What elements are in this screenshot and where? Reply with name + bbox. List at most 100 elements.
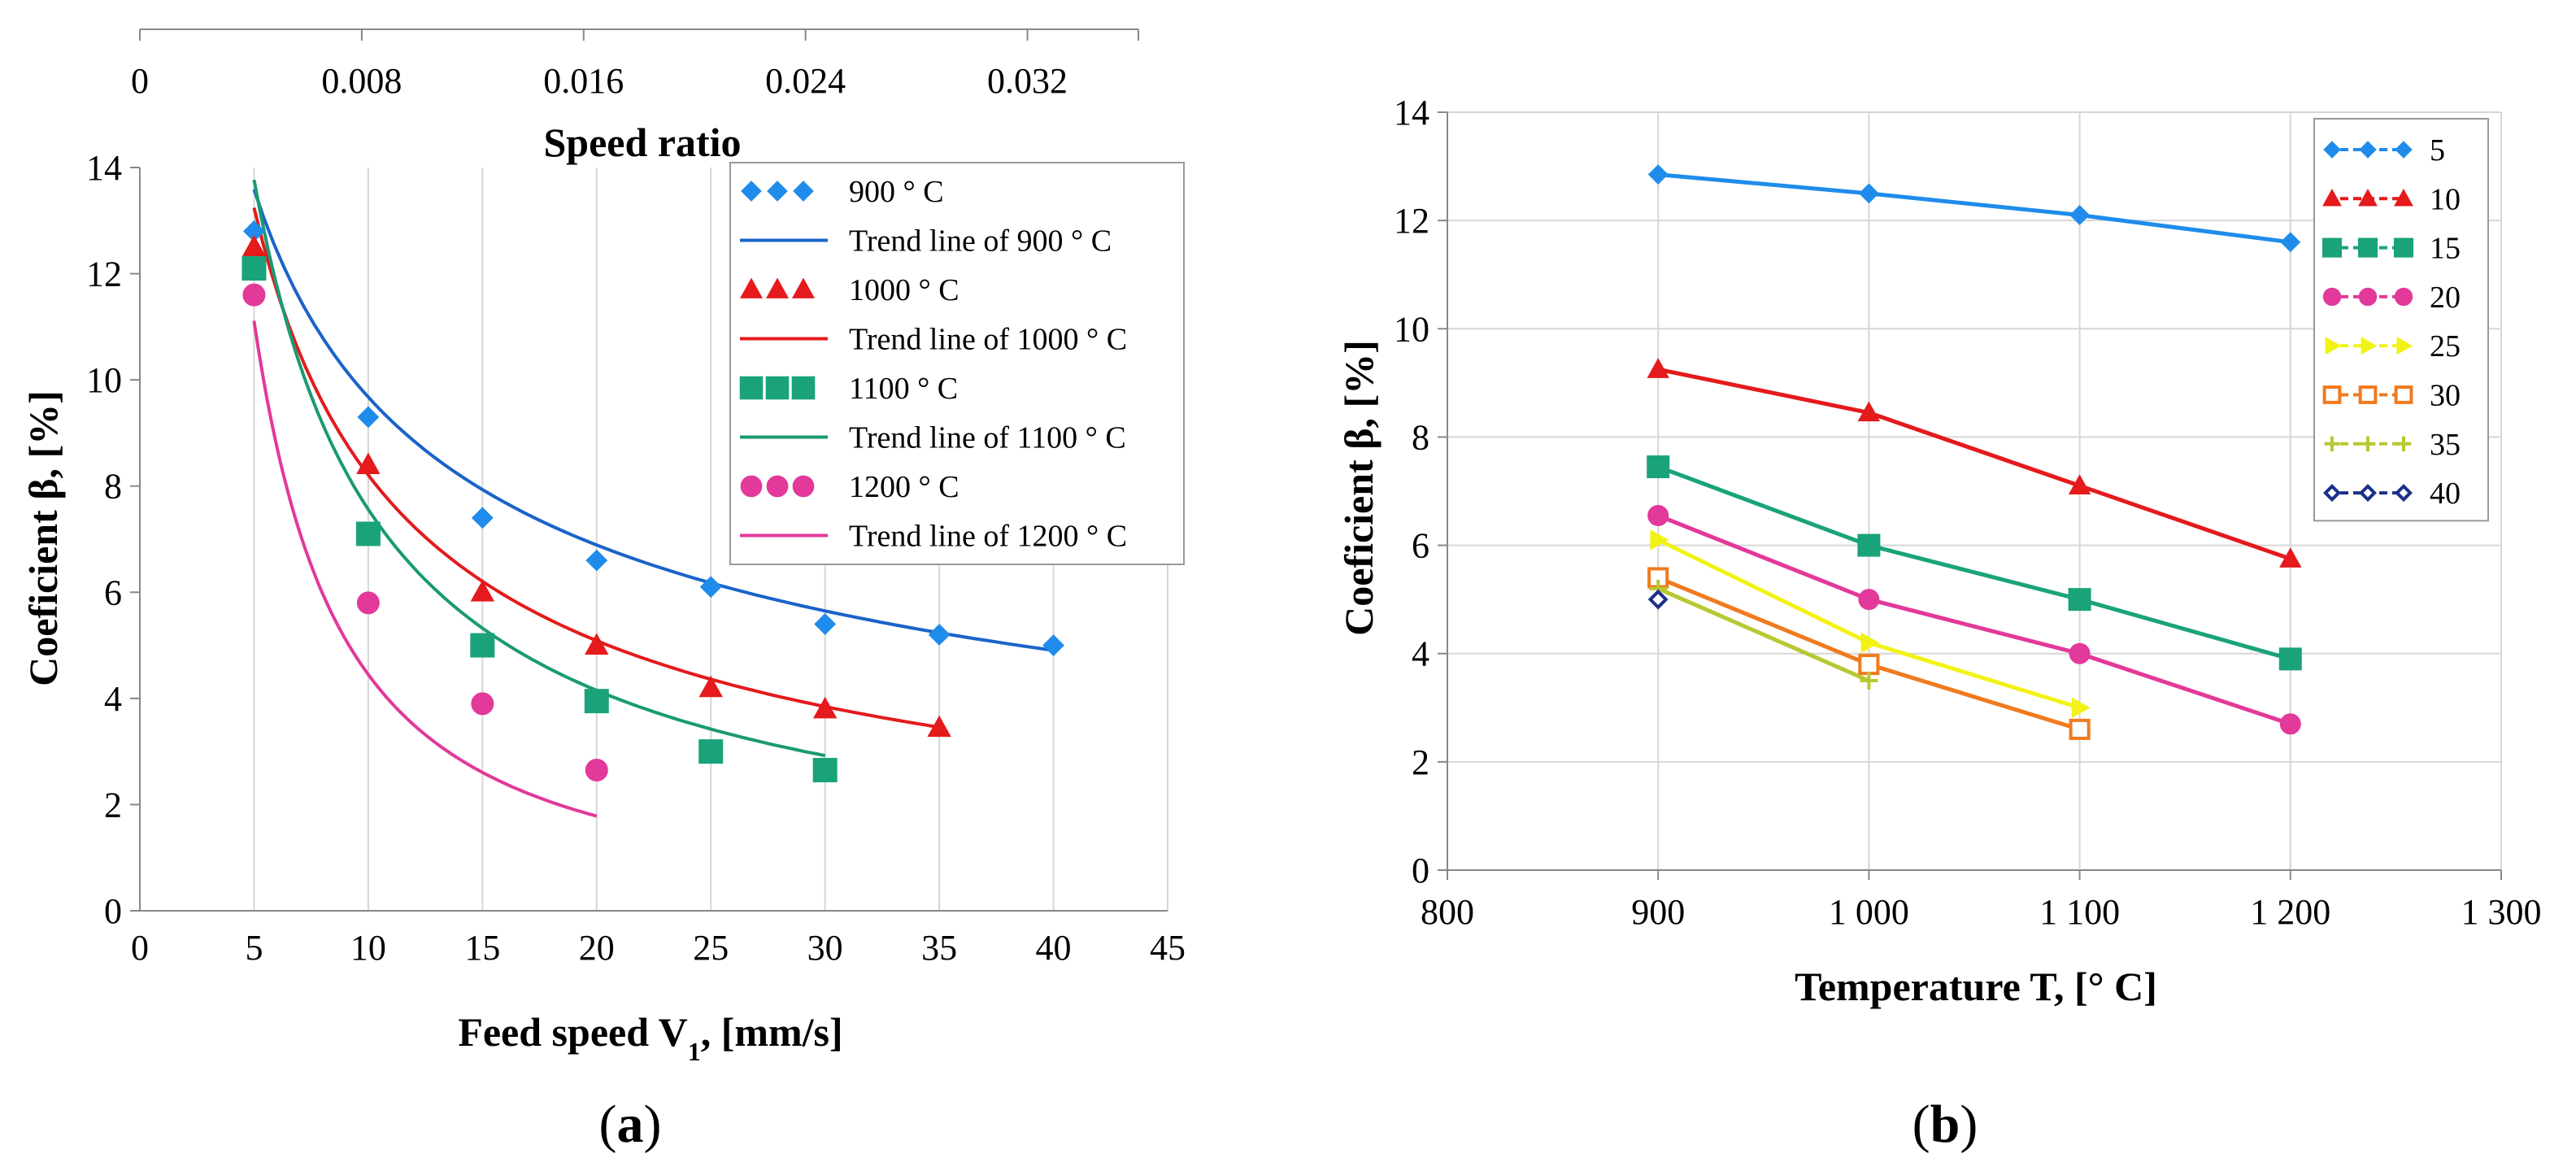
chart-b-legend-label: 40 <box>2430 477 2461 511</box>
chart-b-data-point <box>1647 455 1670 479</box>
chart-b-series-line <box>1657 464 2291 661</box>
chart-b-legend-marker <box>2361 337 2378 355</box>
chart-a-x-tick-label: 25 <box>693 928 729 968</box>
chart-a-trend-line <box>252 179 826 758</box>
chart-b-y-axis-title: Coeficient β, [%] <box>1336 340 1382 636</box>
chart-b-legend-marker <box>2395 141 2413 159</box>
chart-b-legend-marker <box>2359 484 2377 503</box>
chart-b-legend-marker <box>2358 189 2378 207</box>
chart-a-legend-marker <box>739 376 764 400</box>
chart-a-data-point <box>585 633 609 655</box>
chart-a-data-point <box>584 689 609 714</box>
chart-b-legend-label: 10 <box>2430 182 2461 216</box>
chart-a-data-point <box>471 507 494 529</box>
chart-a-legend-label: 1100 ° C <box>849 372 958 406</box>
chart-a-y-tick-label: 14 <box>86 148 122 188</box>
chart-b-data-point <box>1650 529 1669 551</box>
chart-b-data-point <box>2278 647 2302 671</box>
chart-b-data-point <box>1857 401 1881 422</box>
chart-a-legend-marker <box>767 181 788 202</box>
chart-a-legend-label: Trend line of 1200 ° C <box>849 520 1127 554</box>
chart-a-data-point <box>928 624 951 646</box>
chart-a-legend-box <box>729 162 1185 565</box>
chart-b-series-line <box>1657 172 2291 245</box>
chart-a-top-tick-label: 0 <box>131 61 149 101</box>
chart-a-top-tick-label: 0.024 <box>765 61 846 101</box>
chart-a-data-point <box>927 715 951 738</box>
chart-a-data-point <box>814 613 837 635</box>
chart-a-data-point <box>355 521 381 546</box>
chart-b-data-point <box>2068 588 2091 612</box>
chart-b-data-point <box>2280 232 2301 253</box>
chart-a-data-points <box>242 220 1064 782</box>
chart-b-data-point <box>1858 653 1880 676</box>
chart-b-legend-label: 20 <box>2430 281 2461 315</box>
chart-a-data-point <box>356 591 380 615</box>
chart-b-data-point <box>2068 474 2091 494</box>
chart-a-data-point <box>699 576 722 599</box>
chart-b-legend-marker <box>2394 385 2413 404</box>
chart-a-y-tick-label: 12 <box>86 255 122 294</box>
chart-b-legend-marker <box>2393 237 2414 258</box>
chart-a-legend-marker <box>791 277 816 298</box>
chart-a-x-tick-label: 10 <box>350 928 386 968</box>
chart-b-legend-marker <box>2322 189 2342 207</box>
chart-a-y-tick-label: 8 <box>104 467 122 507</box>
chart-b-data-point <box>2279 547 2302 568</box>
chart-b-data-point <box>1647 164 1669 185</box>
chart-a-y-tick-label: 4 <box>104 679 122 719</box>
chart-b-data-point <box>2069 642 2091 664</box>
chart-b-series-lines <box>1657 172 2291 732</box>
chart-a-legend: 900 ° C Trend line of 900 ° C 1000 ° C Tren… <box>729 162 1185 565</box>
chart-a-legend-marker <box>766 475 789 498</box>
chart-a-legend-label: Trend line of 900 ° C <box>849 224 1112 259</box>
chart-a-trend-line <box>252 189 1054 652</box>
chart-b-y-tick-label: 12 <box>1394 201 1429 241</box>
chart-b-data-point <box>1647 504 1669 526</box>
chart-b-legend-marker <box>2324 436 2340 452</box>
chart-b-y-tick-label: 6 <box>1412 526 1429 566</box>
chart-a-x-axis-title: Feed speed V1, [mm/s] <box>458 1009 842 1066</box>
chart-a-data-point <box>698 675 723 698</box>
chart-b-series-line <box>1657 367 2291 561</box>
chart-a-axes <box>130 28 1168 912</box>
chart-b-data-point <box>1860 672 1878 690</box>
chart-a-top-tick-label: 0.032 <box>987 61 1068 101</box>
chart-b-legend: 5 10 15 20 25 30 35 40 <box>2313 118 2489 522</box>
chart-a-data-point <box>812 696 838 719</box>
chart-a-legend-label: 1000 ° C <box>849 273 959 307</box>
chart-a-data-point <box>471 692 494 716</box>
chart-a-data-point <box>812 757 838 782</box>
chart-b-x-tick-label: 1 100 <box>2039 892 2120 932</box>
chart-b-y-tick-label: 10 <box>1394 309 1429 349</box>
chart-a-data-point <box>357 406 380 429</box>
chart-b-data-points <box>1647 164 2302 740</box>
chart-b-data-point <box>2071 697 2091 718</box>
chart-b-legend-marker <box>2359 141 2377 159</box>
chart-b-data-point <box>1647 589 1669 610</box>
chart-b-y-tick-label: 8 <box>1412 417 1429 457</box>
chart-b-legend-marker <box>2394 189 2413 207</box>
chart-a-x-tick-label: 15 <box>464 928 500 968</box>
chart-a-legend-marker <box>741 181 762 202</box>
chart-b-axes <box>1438 111 2502 880</box>
chart-b-data-point <box>1647 358 1669 378</box>
chart-b-x-tick-label: 800 <box>1421 892 1474 932</box>
chart-b-legend-label: 5 <box>2430 133 2445 168</box>
chart-a-y-tick-label: 2 <box>104 785 122 825</box>
chart-a-top-tick-label: 0.016 <box>543 61 624 101</box>
chart-b-series-line <box>1657 513 2291 726</box>
chart-a-data-point <box>242 234 267 257</box>
chart-b-x-tick-label: 1 300 <box>2461 892 2542 932</box>
panel-b-caption: (b) <box>1912 1095 1978 1154</box>
chart-b-x-tick-label: 1 000 <box>1829 892 1909 932</box>
chart-b-legend-marker <box>2358 385 2378 404</box>
chart-b-data-point <box>1858 589 1880 611</box>
panel-b-caption-letter: b <box>1930 1095 1960 1154</box>
chart-a-tick-labels: 0 5 10 15 20 25 30 35 40 45 0 2 4 6 8 10 12 14 0 0.008 0.016… <box>86 61 1186 968</box>
chart-b-y-tick-label: 14 <box>1394 93 1429 133</box>
chart-b-legend-marker <box>2325 337 2342 355</box>
chart-a-x-tick-label: 35 <box>921 928 957 968</box>
chart-panel-a: 0 5 10 15 20 25 30 35 40 45 0 2 4 6 8 10 12 14 0 0.008 0.016… <box>20 28 1186 1154</box>
chart-b-y-tick-label: 4 <box>1412 634 1429 674</box>
